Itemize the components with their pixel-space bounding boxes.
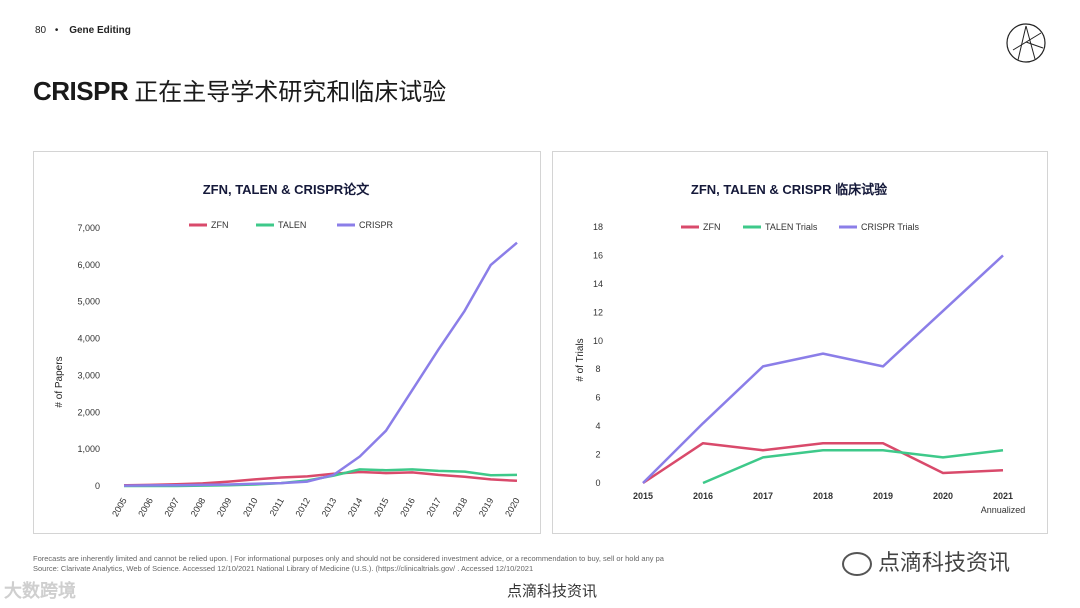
x-tick-label: 2018 <box>451 496 470 518</box>
y-tick-label: 8 <box>595 364 600 374</box>
trials-chart: ZFN, TALEN & CRISPR 临床试验 ZFN TALEN Trial… <box>575 182 1025 515</box>
source-text: Source: Clarivate Analytics, Web of Scie… <box>33 564 534 573</box>
chart-title: ZFN, TALEN & CRISPR论文 <box>203 182 371 197</box>
chart-title: ZFN, TALEN & CRISPR 临床试验 <box>691 182 888 197</box>
trials-chart-panel: ZFN, TALEN & CRISPR 临床试验 ZFN TALEN Trial… <box>552 151 1048 534</box>
x-tick-label: 2019 <box>873 491 893 501</box>
x-tick-label: 2016 <box>398 496 417 518</box>
plot-area: 0 1,000 2,000 3,000 4,000 5,000 6,000 7,000 2005… <box>77 223 521 518</box>
legend-label-crispr: CRISPR Trials <box>861 222 920 232</box>
plot-area: 0 2 4 6 8 10 12 14 16 18 2015 2016 2017 2018 2019 2020 2… <box>593 222 1025 515</box>
x-tick-label: 2020 <box>503 496 522 518</box>
x-tick-label: 2013 <box>320 496 339 518</box>
watermark-right-text: 点滴科技资讯 <box>878 551 1011 576</box>
x-tick-label: 2012 <box>293 496 312 518</box>
x-tick-label: 2007 <box>162 496 181 518</box>
series-line-talen <box>702 449 1004 485</box>
x-tick-label: 2016 <box>693 491 713 501</box>
x-tick-label: 2017 <box>424 496 443 518</box>
legend-label-zfn: ZFN <box>703 222 721 232</box>
legend-label-zfn: ZFN <box>211 220 229 230</box>
y-tick-label: 5,000 <box>77 297 100 307</box>
x-tick-label: 2021 <box>993 491 1013 501</box>
y-tick-label: 7,000 <box>77 223 100 233</box>
series-line-crispr <box>123 241 518 487</box>
title-bold: CRISPR <box>33 76 129 106</box>
y-tick-label: 1,000 <box>77 444 100 454</box>
x-tick-label: 2011 <box>268 496 286 518</box>
papers-chart-panel: ZFN, TALEN & CRISPR论文 ZFN TALEN CRISPR #… <box>33 151 541 534</box>
x-tick-label: 2009 <box>215 496 234 518</box>
series-line-crispr <box>642 254 1004 484</box>
brand-logo-icon <box>1006 23 1046 63</box>
y-axis-label: # of Trials <box>575 338 586 381</box>
title-rest: 正在主导学术研究和临床试验 <box>134 78 447 106</box>
y-tick-label: 6,000 <box>77 260 100 270</box>
x-tick-label: 2019 <box>477 496 496 518</box>
page-title: CRISPR 正在主导学术研究和临床试验 <box>33 72 446 107</box>
legend-label-talen: TALEN <box>278 220 306 230</box>
x-tick-label: 2005 <box>110 496 129 518</box>
chart-legend: ZFN TALEN CRISPR <box>189 220 394 230</box>
page-number: 80 <box>35 25 47 36</box>
x-tick-label: 2017 <box>753 491 773 501</box>
x-tick-label: 2014 <box>346 496 365 518</box>
y-tick-label: 6 <box>595 393 600 403</box>
y-tick-label: 16 <box>593 250 603 260</box>
watermark-right: 点滴科技资讯 <box>842 545 1010 577</box>
y-tick-label: 0 <box>95 481 100 491</box>
x-tick-label: 2006 <box>136 496 155 518</box>
y-tick-label: 0 <box>595 478 600 488</box>
x-tick-label: 2015 <box>633 491 653 501</box>
y-tick-label: 4 <box>595 421 600 431</box>
y-tick-label: 10 <box>593 336 603 346</box>
y-tick-label: 3,000 <box>77 370 100 380</box>
disclaimer-text: Forecasts are inherently limited and can… <box>33 554 664 563</box>
x-tick-label: 2020 <box>933 491 953 501</box>
y-axis-label: # of Papers <box>54 356 65 407</box>
legend-label-talen: TALEN Trials <box>765 222 818 232</box>
papers-chart: ZFN, TALEN & CRISPR论文 ZFN TALEN CRISPR #… <box>54 182 522 518</box>
x-tick-sublabel: Annualized <box>981 505 1026 515</box>
x-tick-label: 2010 <box>241 496 260 518</box>
watermark-bottom: 点滴科技资讯 <box>507 582 598 600</box>
y-tick-label: 12 <box>593 307 603 317</box>
section-name: Gene Editing <box>69 25 131 36</box>
header-separator: • <box>54 25 59 36</box>
legend-label-crispr: CRISPR <box>359 220 394 230</box>
y-tick-label: 2 <box>595 450 600 460</box>
y-tick-label: 18 <box>593 222 603 232</box>
slide-header: 80 • Gene Editing <box>35 25 131 36</box>
wechat-icon <box>842 552 872 576</box>
y-tick-label: 2,000 <box>77 407 100 417</box>
y-tick-label: 4,000 <box>77 334 100 344</box>
x-tick-label: 2015 <box>372 496 391 518</box>
x-tick-label: 2018 <box>813 491 833 501</box>
series-line-zfn <box>642 441 1004 485</box>
chart-legend: ZFN TALEN Trials CRISPR Trials <box>681 222 920 232</box>
y-tick-label: 14 <box>593 279 603 289</box>
x-tick-label: 2008 <box>189 496 208 518</box>
watermark-left: 大数跨境 <box>4 581 76 601</box>
series-line-zfn <box>123 470 518 487</box>
